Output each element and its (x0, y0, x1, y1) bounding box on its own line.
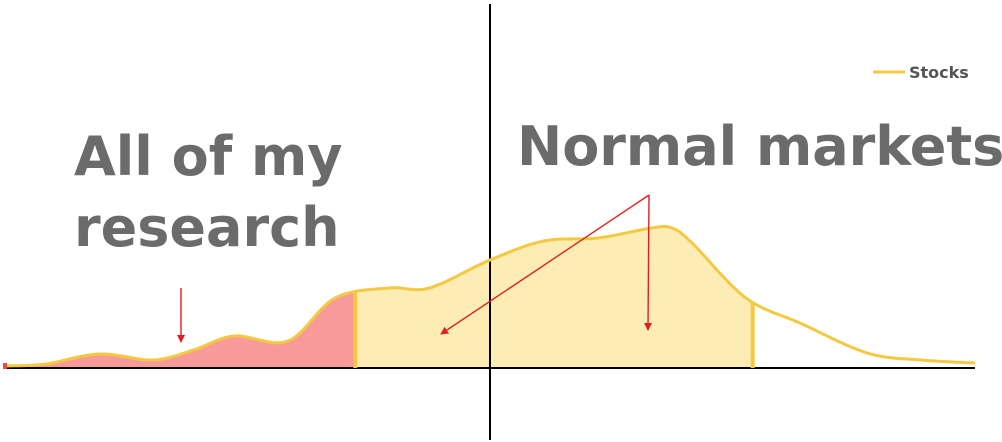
left-edge-marker (3, 363, 7, 369)
annotation-research-line-1: All of my (74, 125, 342, 188)
annotation-normal-markets: Normal markets (517, 115, 1002, 178)
shaded-regions (5, 226, 753, 368)
annotation-arrows (177, 194, 653, 343)
region-boundaries (3, 291, 755, 369)
annotation-arrow-2 (644, 194, 653, 331)
region-normal (355, 226, 753, 368)
series-line-stocks (5, 224, 976, 368)
annotation-research-line-2: research (74, 196, 340, 259)
annotation-arrow-1 (440, 194, 650, 335)
legend: Stocks (873, 63, 969, 82)
region-tail (5, 291, 356, 368)
series-lines (5, 224, 976, 368)
legend-label: Stocks (909, 63, 969, 82)
axes (5, 4, 975, 440)
